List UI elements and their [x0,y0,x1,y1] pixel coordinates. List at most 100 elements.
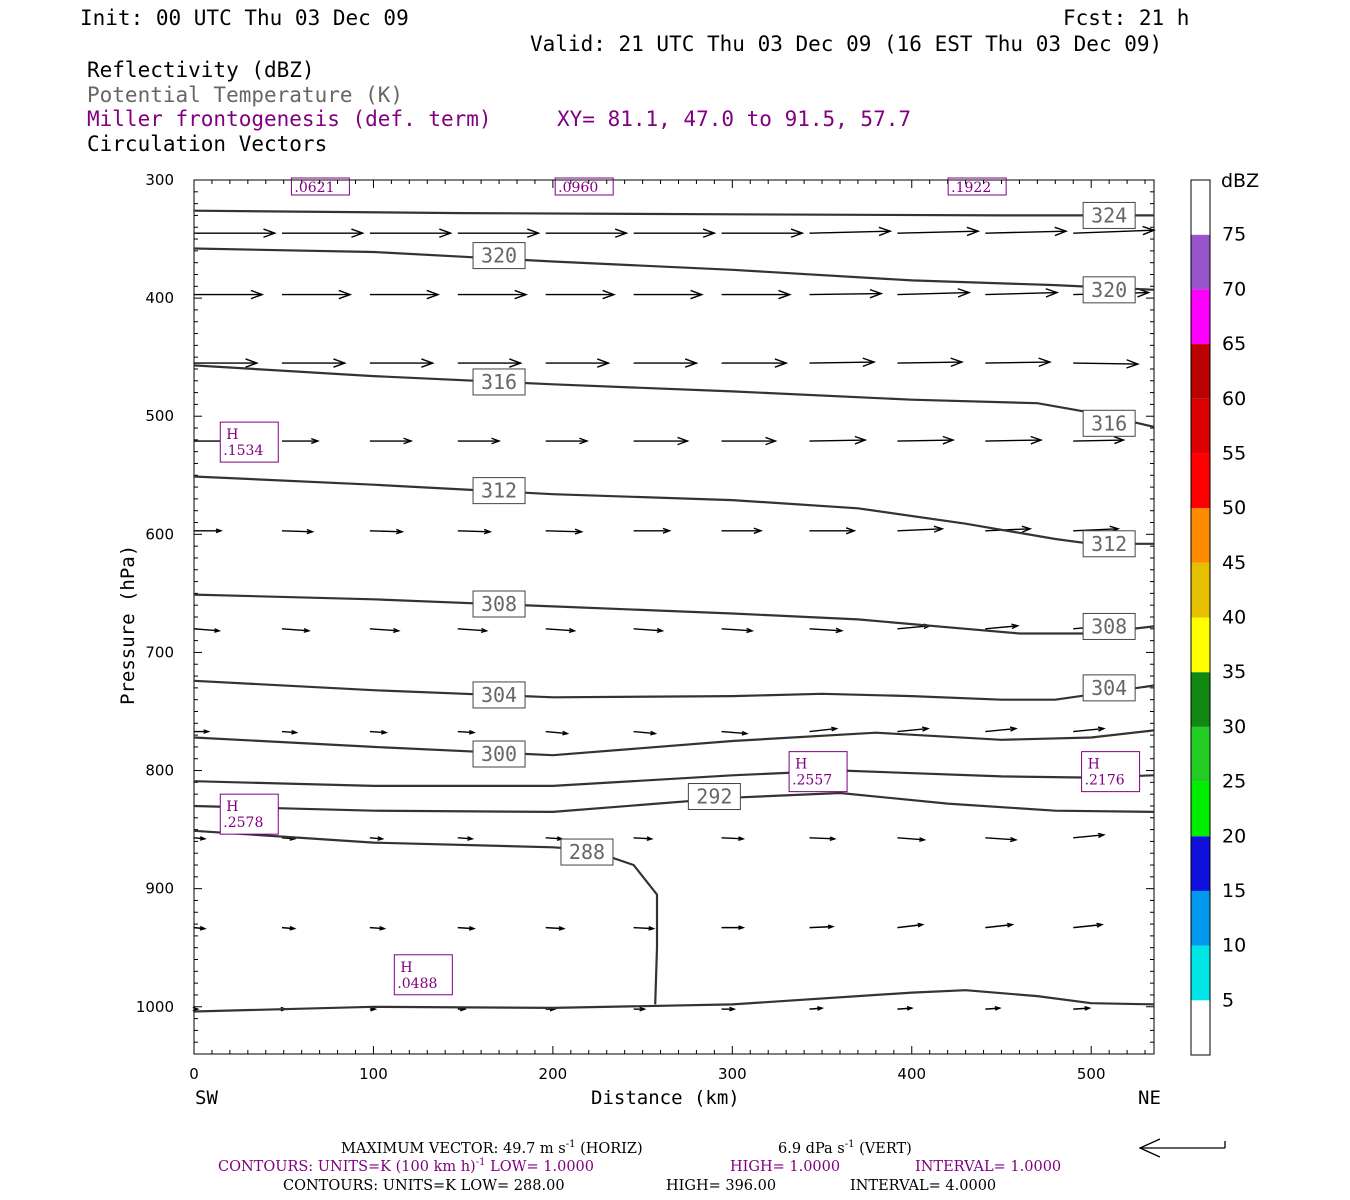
colorbar-title: dBZ [1221,170,1259,192]
circulation-vector [457,358,523,368]
circulation-vector [193,836,207,841]
contour-label-box [1082,530,1136,558]
circulation-vector [369,729,389,735]
x-tick-label: 500 [1077,1065,1106,1083]
circulation-vector [721,527,764,535]
circulation-vector [457,627,489,634]
frontogenesis-max-label: H.1534 [219,421,279,463]
frontogenesis-max-label: .0960 [554,177,614,196]
colorbar-level: 60 [1222,388,1246,410]
colorbar-frame [1190,179,1211,1056]
contour-label-box [472,477,526,505]
circulation-vector [897,1006,914,1011]
circulation-vector [985,357,1052,368]
colorbar-segment [1191,672,1210,727]
theta-contour-info: CONTOURS: UNITS=K LOW= 288.00 [283,1178,565,1194]
frontogenesis-max-label: H.2176 [1081,751,1141,793]
plot-area: 300 400 500 600 700 800 900 1000 0 100 200 300 400 50… [136,171,1157,1083]
contour-label-box [472,740,526,768]
circulation-vector [897,288,972,298]
circulation-vector [194,289,265,300]
circulation-vector [457,729,476,735]
theta-contours: 324 320 320 316 316 312 312 308 308 304 304 300 292 2… [193,201,1155,1013]
circulation-vector [633,527,672,534]
colorbar-level: 65 [1222,333,1246,355]
contour-label-box [472,242,526,270]
circulation-vector [194,729,211,734]
contour-label-box [472,681,526,709]
fronto-label-box [393,954,453,996]
circulation-vector [721,836,746,842]
contour-label: 292 [696,785,732,809]
circulation-vector [457,228,541,238]
circulation-vector [369,836,385,841]
fronto-label-box [290,177,350,196]
fronto-label-value: .1534 [223,443,263,459]
circulation-vector [1073,436,1126,445]
colorbar-segment [1191,945,1210,1001]
contour-label-box [1082,409,1136,437]
circulation-vector [457,289,529,300]
circulation-vector [545,437,590,445]
max-vector-text: MAXIMUM VECTOR: 49.7 m s-1 (HORIZ) [341,1139,643,1157]
contour-label: 320 [481,244,517,268]
theta-contour-line [193,679,1155,701]
field-vectors: Circulation Vectors [87,132,327,156]
circulation-vector [545,730,570,736]
circulation-vector [281,528,315,535]
footer: MAXIMUM VECTOR: 49.7 m s-1 (HORIZ) 6.9 d… [218,1138,1226,1194]
circulation-vector [194,358,259,368]
colorbar-segment [1191,398,1210,454]
contour-label-box [472,590,526,618]
fronto-contour-high: HIGH= 1.0000 [730,1159,840,1175]
contour-label: 324 [1091,203,1127,227]
circulation-vector [809,226,893,237]
contour-label: 300 [481,742,517,766]
colorbar-level: 20 [1222,825,1246,847]
circulation-vector [369,1006,378,1012]
fronto-contour-info: CONTOURS: UNITS=K (100 km h)-1 LOW= 1.00… [218,1157,594,1175]
theta-contour-line [193,364,1155,428]
colorbar-segment [1191,508,1210,563]
theta-contour-line [193,209,1154,217]
x-end-right: NE [1138,1087,1161,1109]
contour-label-box [1082,276,1136,304]
circulation-vector [897,525,945,533]
fronto-label-h: H [1088,757,1100,773]
contour-label: 288 [569,840,605,864]
circulation-vector [545,289,616,300]
circulation-vector [633,926,656,931]
contour-label-box [560,838,614,866]
circulation-vector [721,1006,737,1012]
frontogenesis-max-label: H.2578 [219,793,279,835]
colorbar-segment [1191,234,1210,290]
theta-contour-line [193,989,1155,1013]
circulation-vector [369,228,453,238]
colorbar-level: 5 [1222,989,1234,1011]
circulation-vector [457,528,493,535]
theta-contour-line [193,593,1155,635]
contour-label-box [1082,612,1136,640]
x-axis-label: Distance (km) [591,1087,740,1109]
fronto-label-h: H [400,960,412,976]
circulation-vector [809,288,884,299]
contour-label: 308 [1091,614,1127,638]
contour-label-box [472,368,526,396]
colorbar-level: 70 [1222,278,1246,300]
circulation-vector [633,627,665,634]
circulation-vector [545,358,611,368]
circulation-vector [633,228,717,238]
circulation-vector [633,1006,647,1012]
circulation-vector [809,527,857,535]
colorbar-segment [1191,1000,1210,1055]
y-tick-label: 300 [145,171,174,189]
fronto-label-box [788,751,848,793]
colorbar-segment [1191,453,1210,509]
circulation-vector [369,437,414,445]
colorbar-level: 75 [1222,224,1246,246]
axis-ticks: 300 400 500 600 700 800 900 1000 0 100 200 300 400 50… [136,171,1154,1083]
circulation-vector [633,436,690,446]
forecast-hour: Fcst: 21 h [1063,6,1189,30]
theta-contour-line [193,475,1154,545]
circulation-vectors [192,225,1157,1012]
